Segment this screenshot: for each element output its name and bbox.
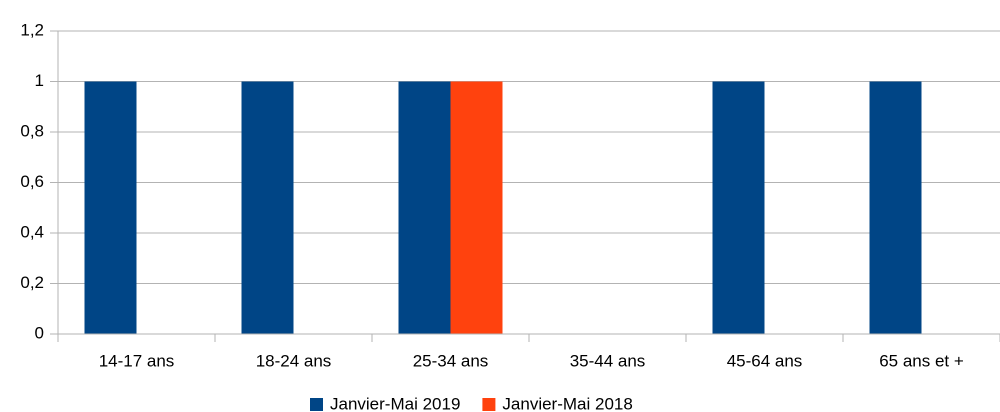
x-tick-label: 25-34 ans	[413, 351, 489, 370]
x-tick-label: 14-17 ans	[99, 351, 175, 370]
bar	[398, 81, 451, 334]
legend-swatch	[310, 398, 323, 411]
y-tick-label: 0,4	[20, 222, 44, 241]
x-tick-label: 45-64 ans	[727, 351, 803, 370]
y-tick-label: 0,8	[20, 121, 44, 140]
bar	[450, 81, 503, 334]
y-tick-label: 1,2	[20, 20, 44, 39]
y-tick-label: 0,6	[20, 172, 44, 191]
legend-swatch	[482, 398, 496, 411]
y-tick-label: 0	[35, 323, 44, 342]
x-tick-label: 65 ans et +	[879, 351, 964, 370]
legend-label: Janvier-Mai 2018	[502, 394, 632, 412]
bar	[84, 81, 137, 334]
bar	[869, 81, 922, 334]
bar	[712, 81, 765, 334]
legend-label: Janvier-Mai 2019	[330, 394, 460, 412]
x-tick-label: 18-24 ans	[256, 351, 332, 370]
bar	[241, 81, 294, 334]
y-tick-label: 1	[35, 71, 44, 90]
y-tick-label: 0,2	[20, 273, 44, 292]
x-tick-label: 35-44 ans	[570, 351, 646, 370]
